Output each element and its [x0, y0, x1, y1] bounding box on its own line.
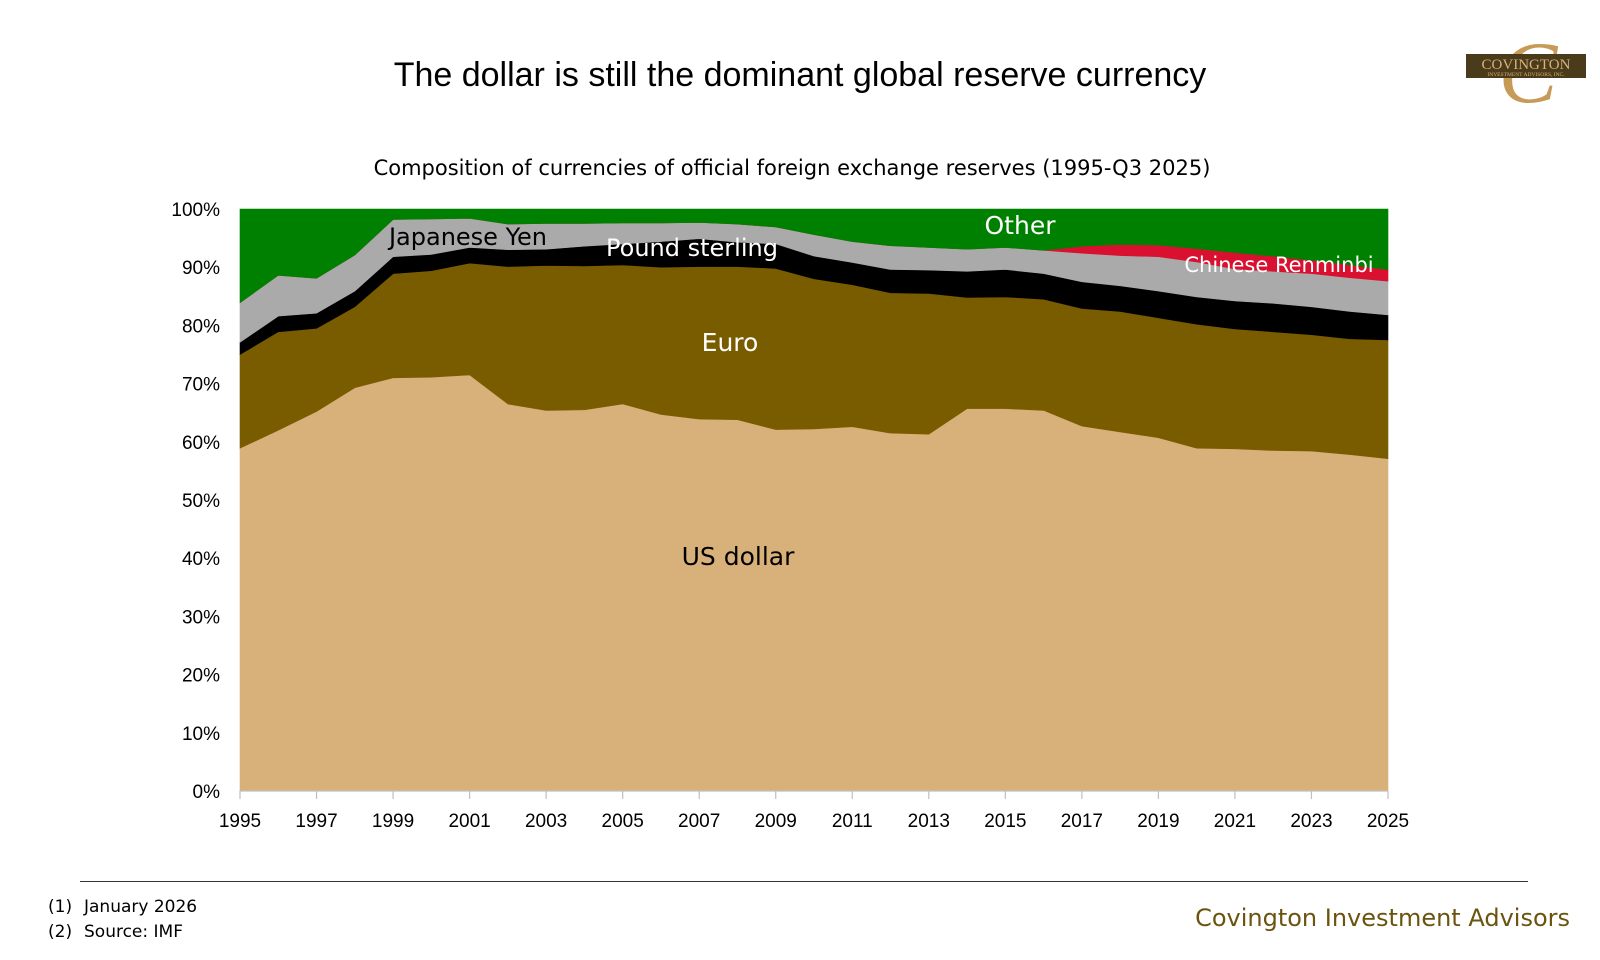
x-tick-label: 2023	[1290, 811, 1332, 832]
y-tick-label: 10%	[182, 724, 220, 745]
x-tick-label: 2001	[448, 811, 490, 832]
series-label-chinese-renminbi: Chinese Renminbi	[1184, 253, 1373, 277]
y-tick-label: 50%	[182, 491, 220, 512]
series-label-us-dollar: US dollar	[682, 542, 795, 571]
area-series-group	[239, 208, 1389, 792]
y-axis: 0% 10% 20% 30% 40% 50% 60% 70% 80% 90% 100%	[171, 200, 220, 803]
y-tick-label: 90%	[182, 258, 220, 279]
footer-brand: Covington Investment Advisors	[1195, 904, 1570, 932]
footer-divider	[80, 881, 1528, 882]
x-tick-label: 2005	[602, 811, 644, 832]
footnote-number: (2)	[48, 922, 73, 942]
x-tick-label: 2025	[1367, 811, 1409, 832]
y-tick-label: 80%	[182, 316, 220, 337]
y-tick-label: 70%	[182, 375, 220, 396]
x-tick-label: 1997	[295, 811, 337, 832]
x-tick-label: 2011	[832, 811, 873, 832]
x-tick-label: 2013	[908, 811, 950, 832]
y-tick-label: 40%	[182, 549, 220, 570]
y-tick-label: 0%	[193, 782, 221, 803]
x-tick-label: 1995	[219, 811, 261, 832]
footnote-date: (1) January 2026	[48, 897, 197, 917]
area-other	[239, 208, 1389, 304]
x-tick-label: 2017	[1061, 811, 1103, 832]
x-tick-label: 2019	[1137, 811, 1179, 832]
y-tick-label: 100%	[171, 200, 220, 221]
x-tick-label: 2021	[1214, 811, 1256, 832]
x-tick-label: 2009	[755, 811, 797, 832]
reserve-currency-chart: Composition of currencies of official fo…	[171, 156, 1409, 832]
x-tick-label: 1999	[372, 811, 414, 832]
footnote-text: January 2026	[84, 897, 198, 917]
series-label-other: Other	[985, 211, 1057, 240]
footnote-number: (1)	[48, 897, 73, 917]
slide-title: The dollar is still the dominant global …	[393, 56, 1207, 94]
series-label-japanese-yen: Japanese Yen	[387, 223, 547, 251]
x-tick-label: 2007	[678, 811, 720, 832]
chart-title: Composition of currencies of official fo…	[374, 156, 1211, 180]
company-logo: C COVINGTON INVESTMENT ADVISORS, INC.	[1464, 25, 1588, 122]
y-tick-label: 20%	[182, 666, 220, 687]
series-label-pound-sterling: Pound sterling	[606, 234, 778, 262]
x-tick-label: 2015	[984, 811, 1026, 832]
logo-subname: INVESTMENT ADVISORS, INC.	[1487, 72, 1565, 78]
logo-name: COVINGTON	[1482, 57, 1571, 73]
x-axis: 1995 1997 1999 2001 2003 2005 2007 2009 2011 2013…	[219, 790, 1409, 832]
footnote-text: Source: IMF	[84, 922, 183, 942]
series-label-euro: Euro	[702, 328, 759, 357]
footnote-source: (2) Source: IMF	[48, 922, 183, 942]
x-tick-label: 2003	[525, 811, 567, 832]
logo-banner	[1466, 54, 1586, 78]
series-labels: US dollar Euro Pound sterling Japanese Yen C…	[387, 211, 1374, 571]
y-tick-label: 30%	[182, 607, 220, 628]
y-tick-label: 60%	[182, 433, 220, 454]
